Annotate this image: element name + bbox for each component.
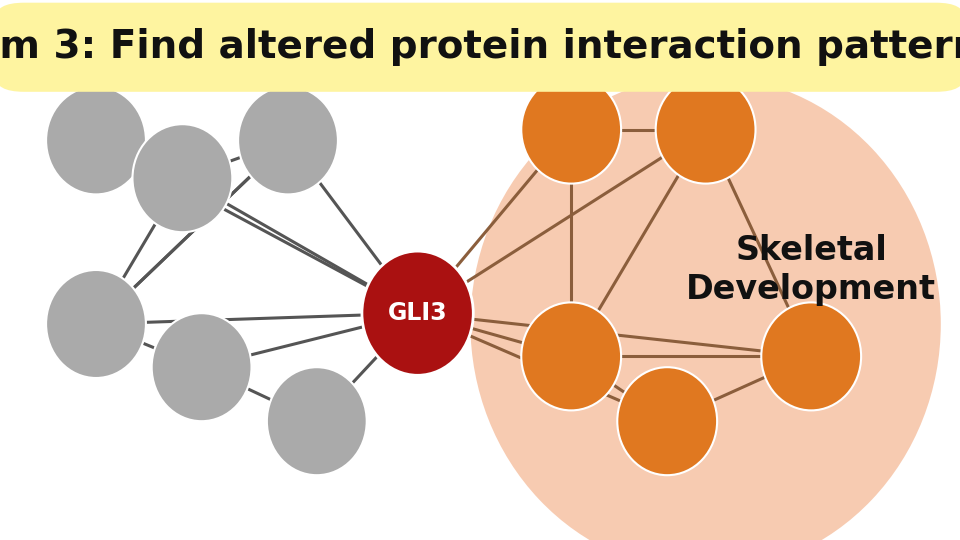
- Text: Skeletal
Development: Skeletal Development: [686, 234, 936, 306]
- Ellipse shape: [46, 86, 146, 194]
- Ellipse shape: [46, 270, 146, 378]
- Ellipse shape: [470, 76, 941, 540]
- Ellipse shape: [362, 251, 473, 375]
- Ellipse shape: [238, 86, 338, 194]
- Ellipse shape: [521, 302, 621, 410]
- Ellipse shape: [267, 367, 367, 475]
- Text: Aim 3: Find altered protein interaction patterns: Aim 3: Find altered protein interaction …: [0, 28, 960, 66]
- Ellipse shape: [521, 76, 621, 184]
- Ellipse shape: [617, 367, 717, 475]
- Ellipse shape: [656, 76, 756, 184]
- Ellipse shape: [132, 124, 232, 232]
- FancyBboxPatch shape: [0, 3, 960, 92]
- Ellipse shape: [152, 313, 252, 421]
- Ellipse shape: [761, 302, 861, 410]
- Text: GLI3: GLI3: [388, 301, 447, 325]
